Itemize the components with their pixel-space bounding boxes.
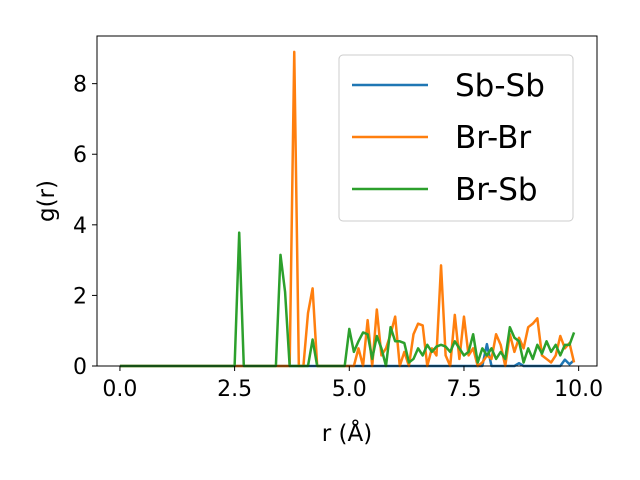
y-axis-label: g(r) — [34, 180, 60, 222]
y-tick-label: 2 — [73, 284, 87, 309]
x-tick-label: 0.0 — [102, 377, 137, 402]
legend-label-br-sb: Br-Sb — [455, 172, 538, 208]
x-tick-label: 2.5 — [217, 377, 252, 402]
y-axis-ticks: 0 2 4 6 8 — [73, 73, 97, 380]
y-tick-label: 0 — [73, 355, 87, 380]
legend-box — [338, 54, 574, 222]
x-tick-label: 7.5 — [446, 377, 481, 402]
legend: Sb-Sb Br-Br Br-Sb — [338, 54, 574, 222]
y-tick-label: 8 — [73, 73, 87, 98]
legend-label-br-br: Br-Br — [455, 120, 531, 156]
x-tick-label: 10.0 — [554, 377, 603, 402]
series-line-br-sb — [119, 231, 576, 368]
x-axis-label: r (Å) — [322, 419, 372, 447]
y-tick-label: 6 — [73, 143, 87, 168]
y-tick-label: 4 — [73, 214, 87, 239]
x-tick-label: 5.0 — [332, 377, 367, 402]
legend-label-sb-sb: Sb-Sb — [455, 68, 545, 104]
plot-frame — [96, 35, 598, 367]
x-axis-ticks: 0.0 2.5 5.0 7.5 10.0 — [102, 366, 603, 402]
